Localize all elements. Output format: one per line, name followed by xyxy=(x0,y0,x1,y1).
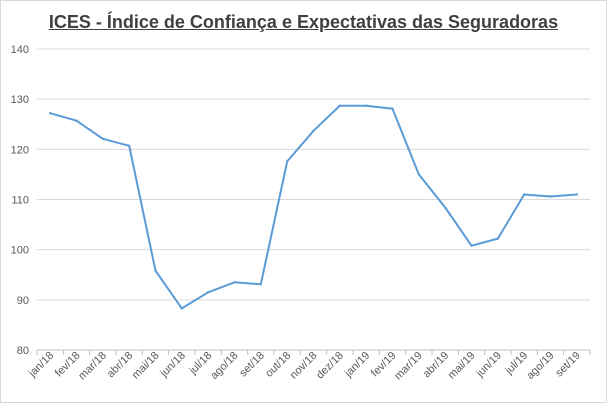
series-line xyxy=(49,104,577,310)
data-point xyxy=(443,206,447,209)
x-tick-label: jan/18 xyxy=(26,350,56,380)
y-tick-label: 140 xyxy=(11,44,29,56)
chart-title: ICES - Índice de Confiança e Expectativa… xyxy=(48,12,559,32)
x-tick-label: set/18 xyxy=(237,350,267,380)
data-point xyxy=(127,144,131,148)
data-point xyxy=(259,283,263,286)
data-point xyxy=(75,119,78,122)
x-tick-label: abr/18 xyxy=(105,350,136,381)
data-point xyxy=(48,112,52,115)
data-point xyxy=(470,244,473,247)
data-point xyxy=(233,281,236,284)
data-point xyxy=(312,129,315,132)
data-point xyxy=(285,160,289,163)
data-point xyxy=(364,104,368,107)
data-point xyxy=(154,269,157,272)
data-point xyxy=(575,193,579,196)
x-tick-label: jun/19 xyxy=(474,350,504,380)
data-point xyxy=(206,291,210,294)
x-tick-label: set/19 xyxy=(553,350,583,380)
x-tick-label: mar/18 xyxy=(76,350,109,383)
y-tick-label: 130 xyxy=(11,94,29,106)
x-tick-label: ago/18 xyxy=(208,350,240,382)
data-point xyxy=(391,107,394,110)
y-tick-label: 90 xyxy=(17,295,29,307)
series-layer xyxy=(48,104,579,310)
x-tick-label: jun/18 xyxy=(158,350,188,380)
data-point xyxy=(549,195,552,198)
data-point xyxy=(338,104,342,107)
data-point xyxy=(417,173,421,176)
data-point xyxy=(101,137,105,140)
y-tick-label: 110 xyxy=(11,195,29,207)
x-tick-label: jan/19 xyxy=(342,350,372,380)
x-tick-label: ago/19 xyxy=(524,350,556,382)
x-tick-label: abr/19 xyxy=(421,350,452,381)
x-tick-label: nov/18 xyxy=(288,350,320,382)
x-tick-label: mar/19 xyxy=(392,350,425,383)
x-tick-label: mai/19 xyxy=(446,350,478,382)
data-point xyxy=(180,307,184,310)
x-tick-label: mai/18 xyxy=(130,350,162,382)
y-tick-label: 100 xyxy=(11,245,29,257)
data-point xyxy=(496,237,500,240)
gridlines xyxy=(37,48,590,301)
y-tick-label: 120 xyxy=(11,144,29,156)
x-tick-label: dez/18 xyxy=(314,350,346,382)
data-point xyxy=(522,193,526,196)
y-tick-label: 80 xyxy=(17,345,29,357)
y-axis-tick-labels: 80 90 100 110 120 130 140 xyxy=(11,44,29,357)
